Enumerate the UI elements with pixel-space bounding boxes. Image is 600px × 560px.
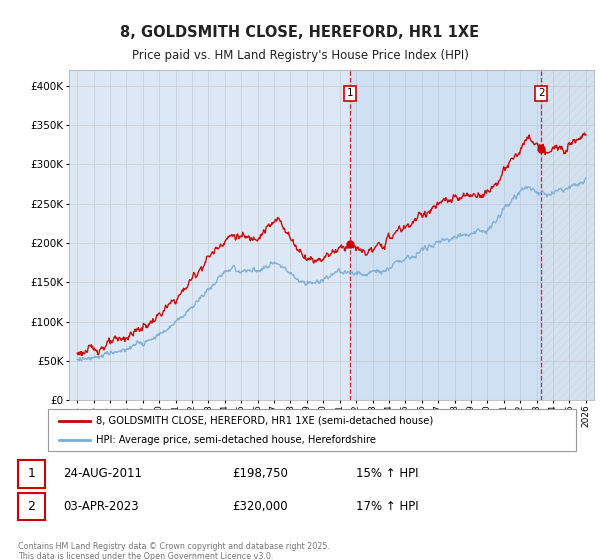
Text: £198,750: £198,750 xyxy=(232,468,288,480)
Text: 8, GOLDSMITH CLOSE, HEREFORD, HR1 1XE: 8, GOLDSMITH CLOSE, HEREFORD, HR1 1XE xyxy=(121,25,479,40)
Text: Contains HM Land Registry data © Crown copyright and database right 2025.
This d: Contains HM Land Registry data © Crown c… xyxy=(18,542,330,560)
Text: 1: 1 xyxy=(347,88,353,98)
Bar xyxy=(350,70,541,400)
Text: HPI: Average price, semi-detached house, Herefordshire: HPI: Average price, semi-detached house,… xyxy=(95,435,376,445)
Text: 17% ↑ HPI: 17% ↑ HPI xyxy=(356,500,419,513)
Text: £320,000: £320,000 xyxy=(232,500,288,513)
Text: 1: 1 xyxy=(28,468,35,480)
Text: 2: 2 xyxy=(538,88,544,98)
Bar xyxy=(541,70,594,400)
Text: 15% ↑ HPI: 15% ↑ HPI xyxy=(356,468,419,480)
FancyBboxPatch shape xyxy=(18,460,45,488)
Text: Price paid vs. HM Land Registry's House Price Index (HPI): Price paid vs. HM Land Registry's House … xyxy=(131,49,469,62)
Text: 03-APR-2023: 03-APR-2023 xyxy=(63,500,139,513)
Text: 24-AUG-2011: 24-AUG-2011 xyxy=(63,468,142,480)
FancyBboxPatch shape xyxy=(18,493,45,520)
Text: 8, GOLDSMITH CLOSE, HEREFORD, HR1 1XE (semi-detached house): 8, GOLDSMITH CLOSE, HEREFORD, HR1 1XE (s… xyxy=(95,416,433,426)
FancyBboxPatch shape xyxy=(48,409,576,451)
Text: 2: 2 xyxy=(28,500,35,513)
